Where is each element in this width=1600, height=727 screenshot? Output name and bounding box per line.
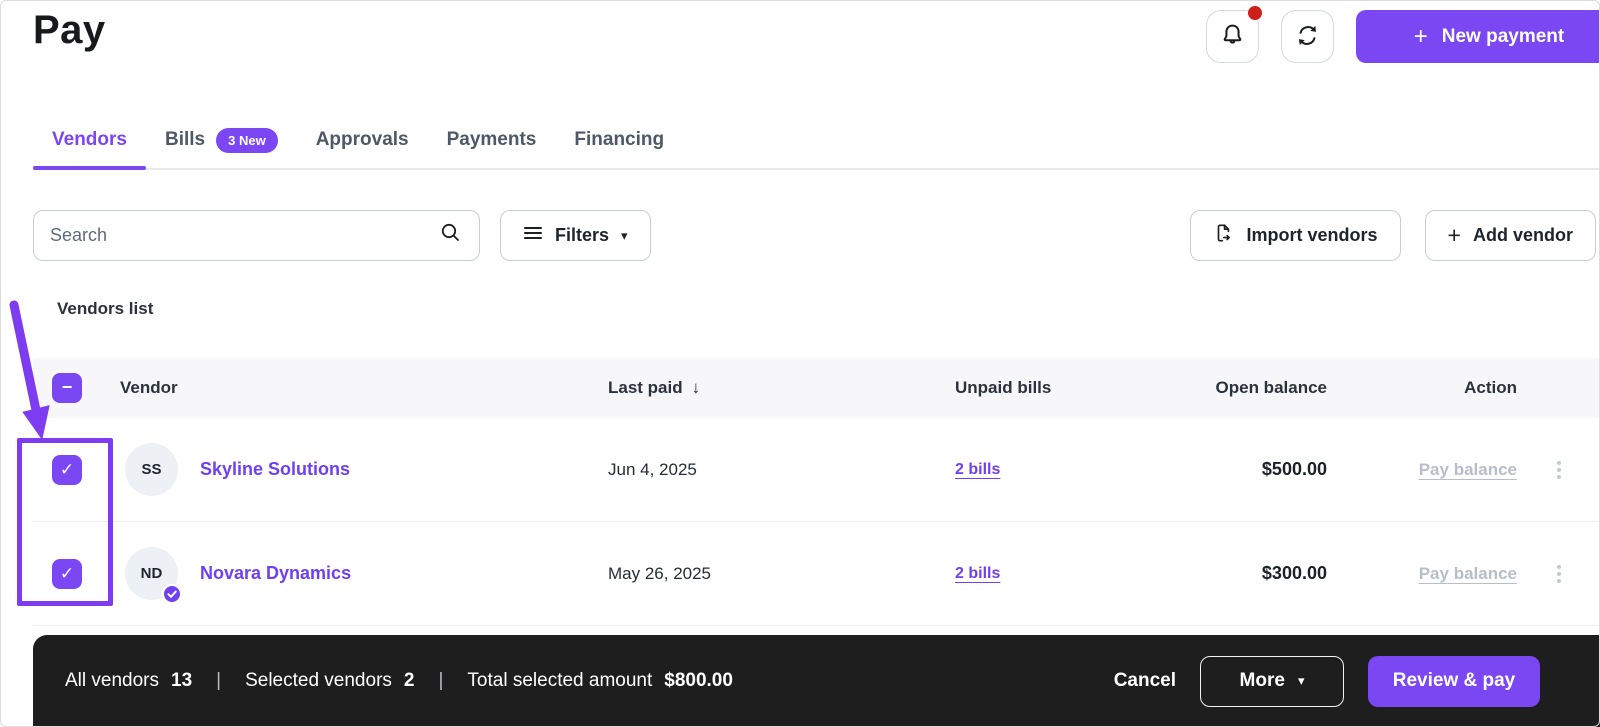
- tab-bar: Vendors Bills 3 New Approvals Payments F…: [33, 112, 1600, 170]
- unpaid-bills-link[interactable]: 2 bills: [955, 564, 1001, 582]
- row-checkbox[interactable]: ✓: [52, 558, 82, 589]
- new-payment-button[interactable]: + New payment: [1356, 10, 1600, 63]
- search-box: [33, 210, 480, 261]
- import-document-icon: [1213, 222, 1235, 249]
- vendors-toolbar: Filters ▾ Import vendors + Add vendor: [33, 210, 1596, 261]
- bar-actions: Cancel More ▾ Review & pay: [1113, 655, 1540, 707]
- tab-approvals[interactable]: Approvals: [297, 112, 428, 168]
- divider-pipe: |: [438, 670, 444, 691]
- sort-descending-icon: ↓: [691, 378, 701, 397]
- bell-icon: [1219, 22, 1246, 52]
- tab-bills[interactable]: Bills 3 New: [146, 112, 297, 168]
- filters-label: Filters: [555, 225, 610, 245]
- selection-stats: All vendors 13 | Selected vendors 2 | To…: [65, 670, 733, 692]
- total-selected-label: Total selected amount: [467, 670, 653, 691]
- refresh-icon: [1294, 22, 1321, 52]
- all-vendors-label: All vendors: [65, 670, 159, 691]
- tab-financing-label: Financing: [574, 129, 665, 150]
- notifications-button[interactable]: [1206, 6, 1262, 63]
- table-header-row: − Vendor Last paid ↓ Unpaid bills Open b…: [33, 358, 1600, 418]
- sync-button[interactable]: [1281, 10, 1334, 63]
- bills-new-badge: 3 New: [216, 127, 278, 153]
- column-header-last-paid[interactable]: Last paid ↓: [608, 378, 701, 397]
- column-header-open-balance[interactable]: Open balance: [1215, 378, 1327, 397]
- selection-action-bar: All vendors 13 | Selected vendors 2 | To…: [33, 635, 1600, 727]
- import-vendors-button[interactable]: Import vendors: [1189, 210, 1401, 261]
- tab-approvals-label: Approvals: [315, 129, 409, 150]
- add-vendor-label: Add vendor: [1472, 225, 1573, 245]
- tab-payments-label: Payments: [446, 129, 537, 150]
- plus-icon: +: [1447, 222, 1461, 248]
- new-payment-label: New payment: [1441, 25, 1565, 47]
- select-all-checkbox[interactable]: −: [52, 373, 82, 403]
- total-selected-amount: $800.00: [664, 670, 733, 691]
- vendor-name-link[interactable]: Novara Dynamics: [200, 563, 352, 583]
- row-checkbox[interactable]: ✓: [52, 454, 82, 485]
- chevron-down-icon: ▾: [621, 227, 628, 243]
- column-header-vendor[interactable]: Vendor: [120, 378, 178, 397]
- filters-button[interactable]: Filters ▾: [500, 210, 651, 261]
- plus-icon: +: [1413, 22, 1428, 50]
- divider-pipe: |: [216, 670, 222, 691]
- more-button[interactable]: More ▾: [1200, 655, 1344, 707]
- tab-financing[interactable]: Financing: [555, 112, 683, 168]
- open-balance-amount: $500.00: [1261, 459, 1327, 479]
- vendor-row-skyline-solutions: ✓ SS Skyline Solutions Jun 4, 2025 2 bil…: [33, 418, 1600, 522]
- unpaid-bills-link[interactable]: 2 bills: [955, 460, 1001, 478]
- vendor-row-novara-dynamics: ✓ ND Novara Dynamics May 26, 2025 2 bill…: [33, 522, 1600, 626]
- selected-vendors-label: Selected vendors: [245, 670, 392, 691]
- avatar: ND: [125, 547, 182, 604]
- kebab-menu-icon[interactable]: [1551, 455, 1567, 485]
- tab-vendors-label: Vendors: [52, 129, 127, 150]
- add-vendor-button[interactable]: + Add vendor: [1424, 210, 1596, 261]
- search-input[interactable]: [50, 225, 439, 246]
- check-icon: ✓: [59, 460, 75, 479]
- review-and-pay-button[interactable]: Review & pay: [1368, 655, 1540, 707]
- top-bar: Pay + New payment: [33, 6, 1600, 68]
- tab-vendors[interactable]: Vendors: [33, 112, 146, 170]
- import-vendors-label: Import vendors: [1246, 225, 1378, 245]
- check-icon: ✓: [59, 564, 75, 583]
- all-vendors-count: 13: [171, 670, 193, 691]
- pay-balance-link[interactable]: Pay balance: [1418, 563, 1517, 583]
- vendors-list-title: Vendors list: [57, 299, 154, 318]
- last-paid-date: May 26, 2025: [608, 563, 712, 583]
- open-balance-amount: $300.00: [1261, 563, 1327, 583]
- chevron-down-icon: ▾: [1297, 673, 1305, 688]
- page-title: Pay: [33, 8, 106, 52]
- cancel-button[interactable]: Cancel: [1113, 670, 1176, 691]
- top-actions: + New payment: [1206, 6, 1600, 63]
- vendor-name-link[interactable]: Skyline Solutions: [200, 459, 351, 479]
- kebab-menu-icon[interactable]: [1551, 559, 1567, 589]
- selected-vendors-count: 2: [403, 670, 415, 691]
- column-header-action: Action: [1464, 378, 1517, 397]
- avatar: SS: [125, 443, 178, 496]
- last-paid-date: Jun 4, 2025: [608, 459, 697, 479]
- verified-badge-icon: [161, 583, 183, 605]
- notification-dot: [1248, 6, 1262, 20]
- column-header-unpaid-bills[interactable]: Unpaid bills: [955, 378, 1052, 397]
- vendors-table: − Vendor Last paid ↓ Unpaid bills Open b…: [33, 358, 1600, 626]
- minus-icon: −: [61, 377, 73, 397]
- search-icon: [439, 221, 463, 250]
- tab-bills-label: Bills: [164, 129, 206, 150]
- pay-balance-link[interactable]: Pay balance: [1418, 459, 1517, 479]
- more-label: More: [1239, 670, 1285, 691]
- tab-payments[interactable]: Payments: [428, 112, 556, 168]
- filter-lines-icon: [523, 224, 543, 247]
